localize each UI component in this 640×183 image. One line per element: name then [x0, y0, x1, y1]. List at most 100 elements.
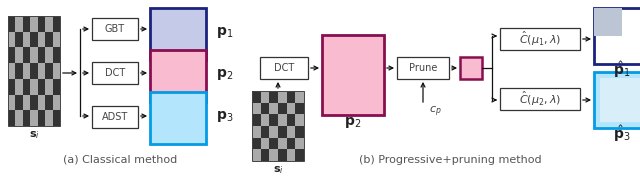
Bar — [594, 72, 640, 128]
Bar — [8, 110, 15, 126]
Bar — [45, 16, 52, 32]
Bar — [8, 32, 15, 47]
Bar — [15, 32, 23, 47]
Bar — [8, 63, 15, 79]
Bar — [460, 57, 482, 79]
Bar — [38, 110, 45, 126]
Bar — [15, 79, 23, 95]
Text: $\mathbf{p}_2$: $\mathbf{p}_2$ — [216, 68, 234, 83]
Text: $\mathbf{p}_3$: $\mathbf{p}_3$ — [216, 109, 234, 124]
Bar — [150, 50, 206, 102]
Bar — [52, 32, 60, 47]
Bar — [52, 110, 60, 126]
Bar — [295, 138, 304, 149]
Bar — [45, 95, 52, 110]
Bar — [269, 103, 278, 114]
Bar — [92, 62, 138, 84]
Bar — [8, 16, 15, 32]
Bar — [15, 110, 23, 126]
Bar — [45, 63, 52, 79]
Bar — [295, 91, 304, 103]
Bar — [600, 78, 640, 122]
Bar — [150, 92, 206, 144]
Text: $\hat{C}(\mu_2,\lambda)$: $\hat{C}(\mu_2,\lambda)$ — [519, 90, 561, 108]
Bar — [287, 103, 295, 114]
Bar — [45, 32, 52, 47]
Bar — [295, 114, 304, 126]
Bar — [23, 32, 30, 47]
Bar — [287, 114, 295, 126]
Text: $\hat{C}(\mu_1,\lambda)$: $\hat{C}(\mu_1,\lambda)$ — [519, 30, 561, 48]
Bar — [278, 91, 287, 103]
Bar — [30, 63, 38, 79]
Bar — [287, 138, 295, 149]
Bar — [252, 91, 260, 103]
Text: $\mathbf{s}_i$: $\mathbf{s}_i$ — [273, 164, 284, 176]
Bar — [8, 47, 15, 63]
Bar — [30, 47, 38, 63]
Bar — [23, 110, 30, 126]
Bar — [269, 114, 278, 126]
Bar — [260, 138, 269, 149]
Text: DCT: DCT — [105, 68, 125, 78]
Text: $\mathbf{p}_2$: $\mathbf{p}_2$ — [344, 115, 362, 130]
Bar — [500, 28, 580, 50]
Bar — [594, 8, 640, 64]
Bar — [252, 149, 260, 161]
Bar — [500, 88, 580, 110]
Bar — [52, 16, 60, 32]
Text: Prune: Prune — [409, 63, 437, 73]
Bar — [278, 103, 287, 114]
Text: DCT: DCT — [274, 63, 294, 73]
Bar — [260, 91, 269, 103]
Bar — [38, 79, 45, 95]
Bar — [15, 16, 23, 32]
Text: (a) Classical method: (a) Classical method — [63, 155, 177, 165]
Bar — [15, 63, 23, 79]
Bar — [260, 149, 269, 161]
Bar — [252, 91, 304, 161]
Bar — [252, 138, 260, 149]
Bar — [8, 79, 15, 95]
Text: GBT: GBT — [105, 24, 125, 34]
Bar — [295, 103, 304, 114]
Bar — [23, 79, 30, 95]
Bar — [8, 95, 15, 110]
Bar — [23, 63, 30, 79]
Text: $\hat{\mathbf{p}}_3$: $\hat{\mathbf{p}}_3$ — [613, 124, 631, 144]
Bar — [278, 114, 287, 126]
Bar — [397, 57, 449, 79]
Bar — [92, 106, 138, 128]
Bar — [92, 18, 138, 40]
Bar — [322, 35, 384, 115]
Text: ADST: ADST — [102, 112, 128, 122]
Bar — [594, 8, 622, 36]
Bar — [8, 16, 60, 126]
Bar — [278, 126, 287, 138]
Bar — [295, 126, 304, 138]
Bar — [30, 79, 38, 95]
Bar — [38, 16, 45, 32]
Bar — [278, 138, 287, 149]
Bar — [287, 126, 295, 138]
Bar — [295, 149, 304, 161]
Text: $c_p$: $c_p$ — [429, 105, 442, 119]
Bar — [278, 149, 287, 161]
Bar — [45, 79, 52, 95]
Bar — [252, 114, 260, 126]
Bar — [52, 79, 60, 95]
Bar — [30, 32, 38, 47]
Bar — [38, 47, 45, 63]
Bar — [52, 47, 60, 63]
Bar — [38, 95, 45, 110]
Bar — [269, 138, 278, 149]
Bar — [269, 91, 278, 103]
Text: $\mathbf{s}_i$: $\mathbf{s}_i$ — [29, 129, 40, 141]
Bar — [23, 47, 30, 63]
Bar — [269, 126, 278, 138]
Text: $\mathbf{p}_1$: $\mathbf{p}_1$ — [216, 25, 234, 40]
Text: $\hat{\mathbf{p}}_1$: $\hat{\mathbf{p}}_1$ — [613, 60, 630, 80]
Bar — [260, 57, 308, 79]
Bar — [52, 95, 60, 110]
Bar — [287, 149, 295, 161]
